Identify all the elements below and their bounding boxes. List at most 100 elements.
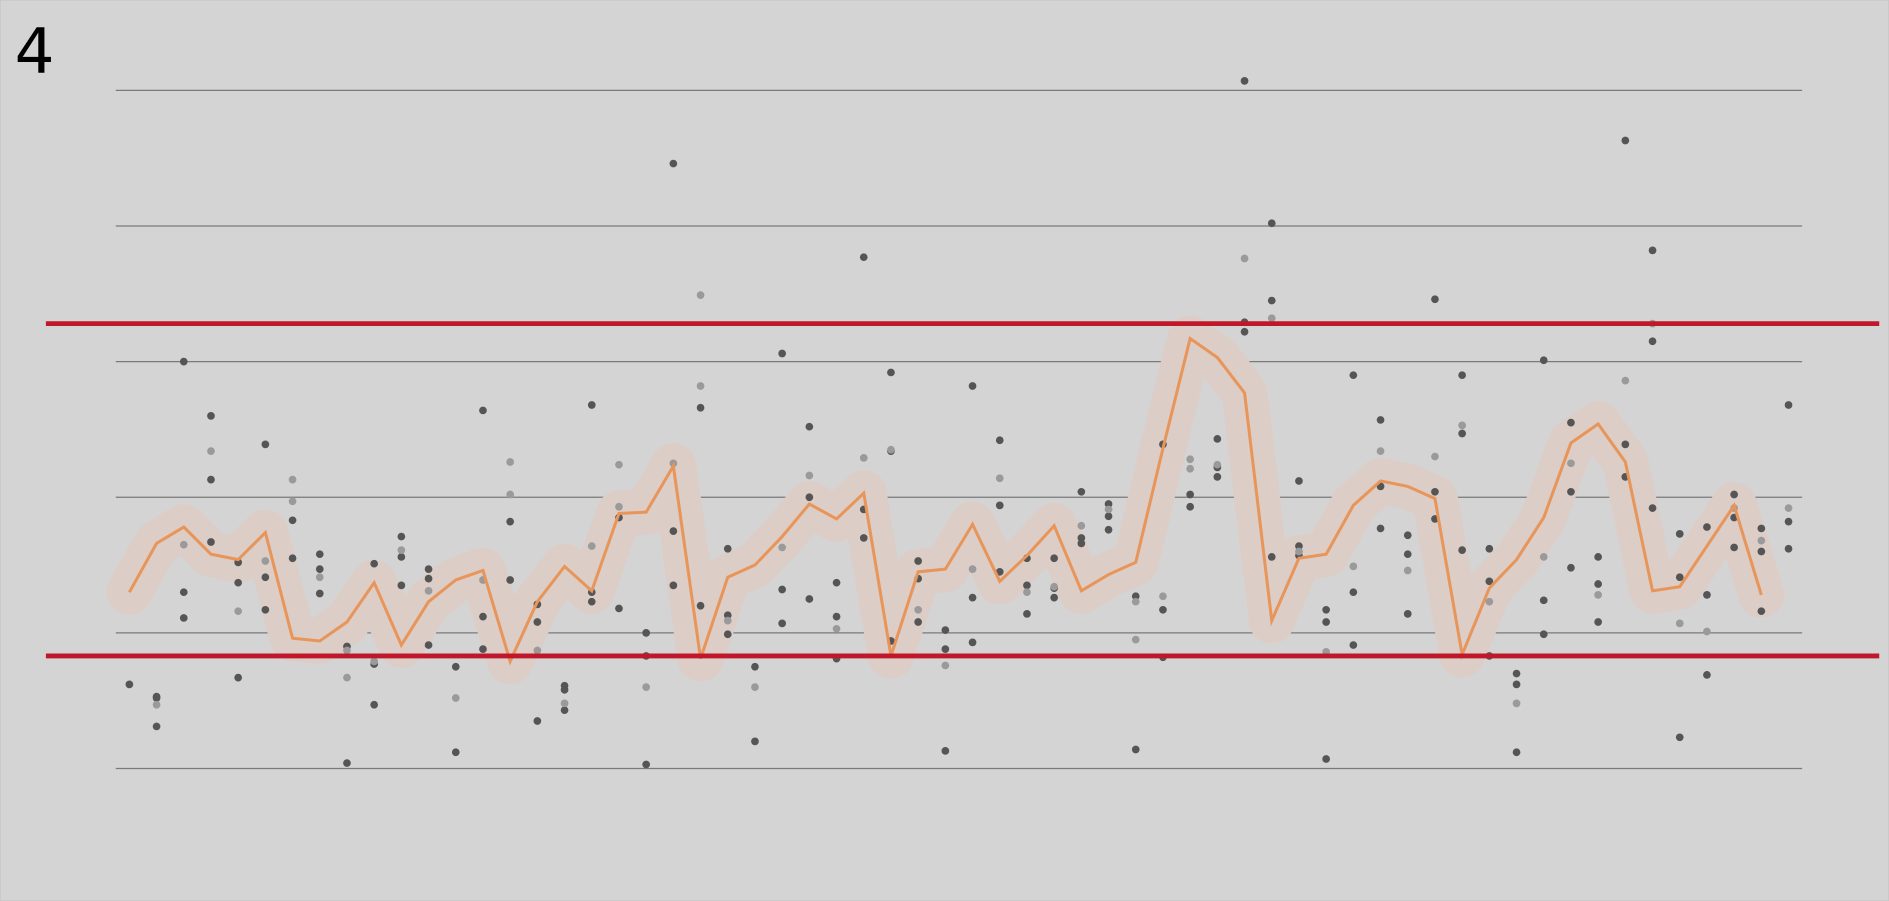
point bbox=[179, 588, 188, 597]
point bbox=[1648, 246, 1657, 255]
point bbox=[1485, 577, 1494, 586]
point bbox=[1458, 429, 1466, 438]
point bbox=[859, 534, 868, 542]
point bbox=[506, 458, 515, 466]
point bbox=[261, 440, 270, 449]
chart-title: 4 bbox=[15, 14, 55, 87]
point bbox=[669, 159, 678, 168]
point bbox=[1186, 502, 1195, 511]
point bbox=[234, 673, 243, 682]
point bbox=[1159, 605, 1167, 614]
point bbox=[370, 559, 379, 568]
point bbox=[1295, 542, 1303, 550]
mean-line bbox=[128, 336, 1763, 666]
point bbox=[1131, 597, 1140, 606]
point bbox=[1186, 464, 1195, 473]
point bbox=[778, 543, 787, 552]
point bbox=[424, 641, 433, 649]
point bbox=[533, 646, 542, 655]
point bbox=[1539, 356, 1548, 365]
point bbox=[751, 683, 759, 691]
point bbox=[914, 618, 923, 626]
point bbox=[1784, 517, 1793, 526]
point bbox=[1485, 597, 1494, 606]
point bbox=[1186, 455, 1195, 464]
point bbox=[1322, 618, 1331, 626]
point bbox=[832, 624, 841, 633]
point bbox=[995, 567, 1004, 576]
point bbox=[207, 447, 215, 455]
point bbox=[560, 706, 569, 715]
point bbox=[1594, 553, 1602, 561]
point bbox=[288, 475, 297, 484]
point bbox=[506, 490, 515, 499]
point bbox=[1376, 416, 1385, 424]
point bbox=[1621, 376, 1630, 385]
point bbox=[914, 557, 923, 565]
point bbox=[1594, 591, 1602, 599]
point bbox=[1512, 669, 1521, 678]
point bbox=[615, 502, 623, 511]
point bbox=[424, 574, 433, 583]
point bbox=[1757, 607, 1766, 616]
point bbox=[1295, 547, 1303, 556]
point bbox=[1512, 699, 1521, 708]
point bbox=[397, 553, 406, 561]
point bbox=[751, 662, 759, 671]
point bbox=[1621, 440, 1630, 449]
point bbox=[1322, 605, 1331, 614]
point bbox=[1567, 418, 1575, 427]
point bbox=[179, 540, 188, 549]
point bbox=[315, 550, 324, 559]
point bbox=[1621, 136, 1630, 145]
point bbox=[234, 607, 243, 616]
point bbox=[1159, 592, 1167, 601]
point bbox=[778, 349, 787, 358]
point bbox=[315, 589, 324, 598]
point bbox=[723, 544, 732, 553]
point bbox=[1594, 580, 1602, 588]
point bbox=[642, 683, 651, 691]
point bbox=[968, 593, 977, 602]
point bbox=[451, 694, 460, 702]
point bbox=[1431, 487, 1439, 496]
point bbox=[560, 699, 569, 708]
point bbox=[1458, 546, 1466, 554]
point bbox=[805, 471, 814, 480]
point bbox=[1023, 581, 1031, 590]
point bbox=[995, 474, 1004, 483]
point bbox=[1567, 459, 1575, 468]
point bbox=[1485, 544, 1494, 553]
point bbox=[451, 748, 460, 757]
point bbox=[914, 605, 923, 614]
point bbox=[207, 538, 215, 546]
point bbox=[805, 595, 814, 603]
point bbox=[1458, 371, 1466, 380]
point bbox=[941, 661, 950, 670]
point bbox=[234, 578, 243, 587]
point bbox=[1757, 547, 1766, 556]
point bbox=[1349, 588, 1358, 597]
point bbox=[1213, 473, 1222, 481]
point bbox=[995, 436, 1004, 445]
point bbox=[343, 646, 351, 655]
point bbox=[1567, 487, 1575, 496]
point bbox=[805, 422, 814, 431]
point bbox=[152, 700, 161, 709]
point bbox=[179, 614, 188, 622]
point bbox=[832, 578, 841, 587]
point bbox=[1104, 500, 1113, 508]
point bbox=[1077, 487, 1086, 496]
point bbox=[887, 368, 895, 377]
point bbox=[1703, 671, 1711, 679]
point bbox=[1213, 460, 1222, 469]
point bbox=[1349, 562, 1358, 571]
point bbox=[1567, 563, 1575, 572]
point bbox=[533, 717, 542, 725]
point bbox=[778, 619, 787, 628]
point bbox=[315, 565, 324, 573]
point bbox=[751, 737, 759, 746]
point bbox=[696, 291, 705, 299]
point bbox=[1458, 421, 1466, 430]
point bbox=[968, 382, 977, 390]
